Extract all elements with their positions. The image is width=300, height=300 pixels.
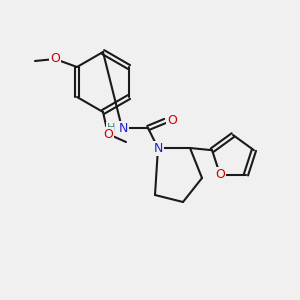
Text: O: O	[103, 128, 113, 140]
Text: N: N	[118, 122, 128, 134]
Text: O: O	[50, 52, 60, 65]
Text: O: O	[215, 168, 225, 181]
Text: N: N	[153, 142, 163, 154]
Text: H: H	[107, 123, 115, 133]
Text: O: O	[167, 115, 177, 128]
